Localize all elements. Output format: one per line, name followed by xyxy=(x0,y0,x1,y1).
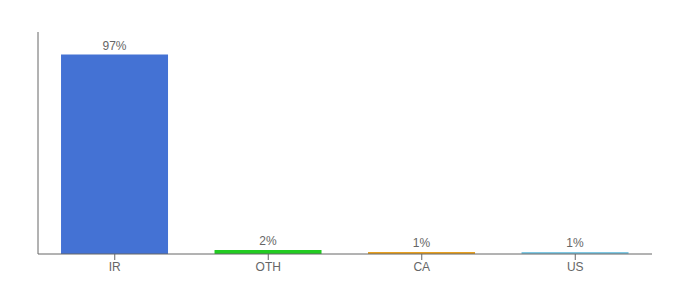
svg-text:CA: CA xyxy=(413,260,430,274)
svg-text:IR: IR xyxy=(109,260,121,274)
svg-text:2%: 2% xyxy=(259,234,277,248)
svg-text:US: US xyxy=(567,260,584,274)
svg-text:1%: 1% xyxy=(413,236,431,250)
svg-text:97%: 97% xyxy=(103,39,127,53)
svg-text:OTH: OTH xyxy=(256,260,281,274)
svg-text:1%: 1% xyxy=(566,236,584,250)
